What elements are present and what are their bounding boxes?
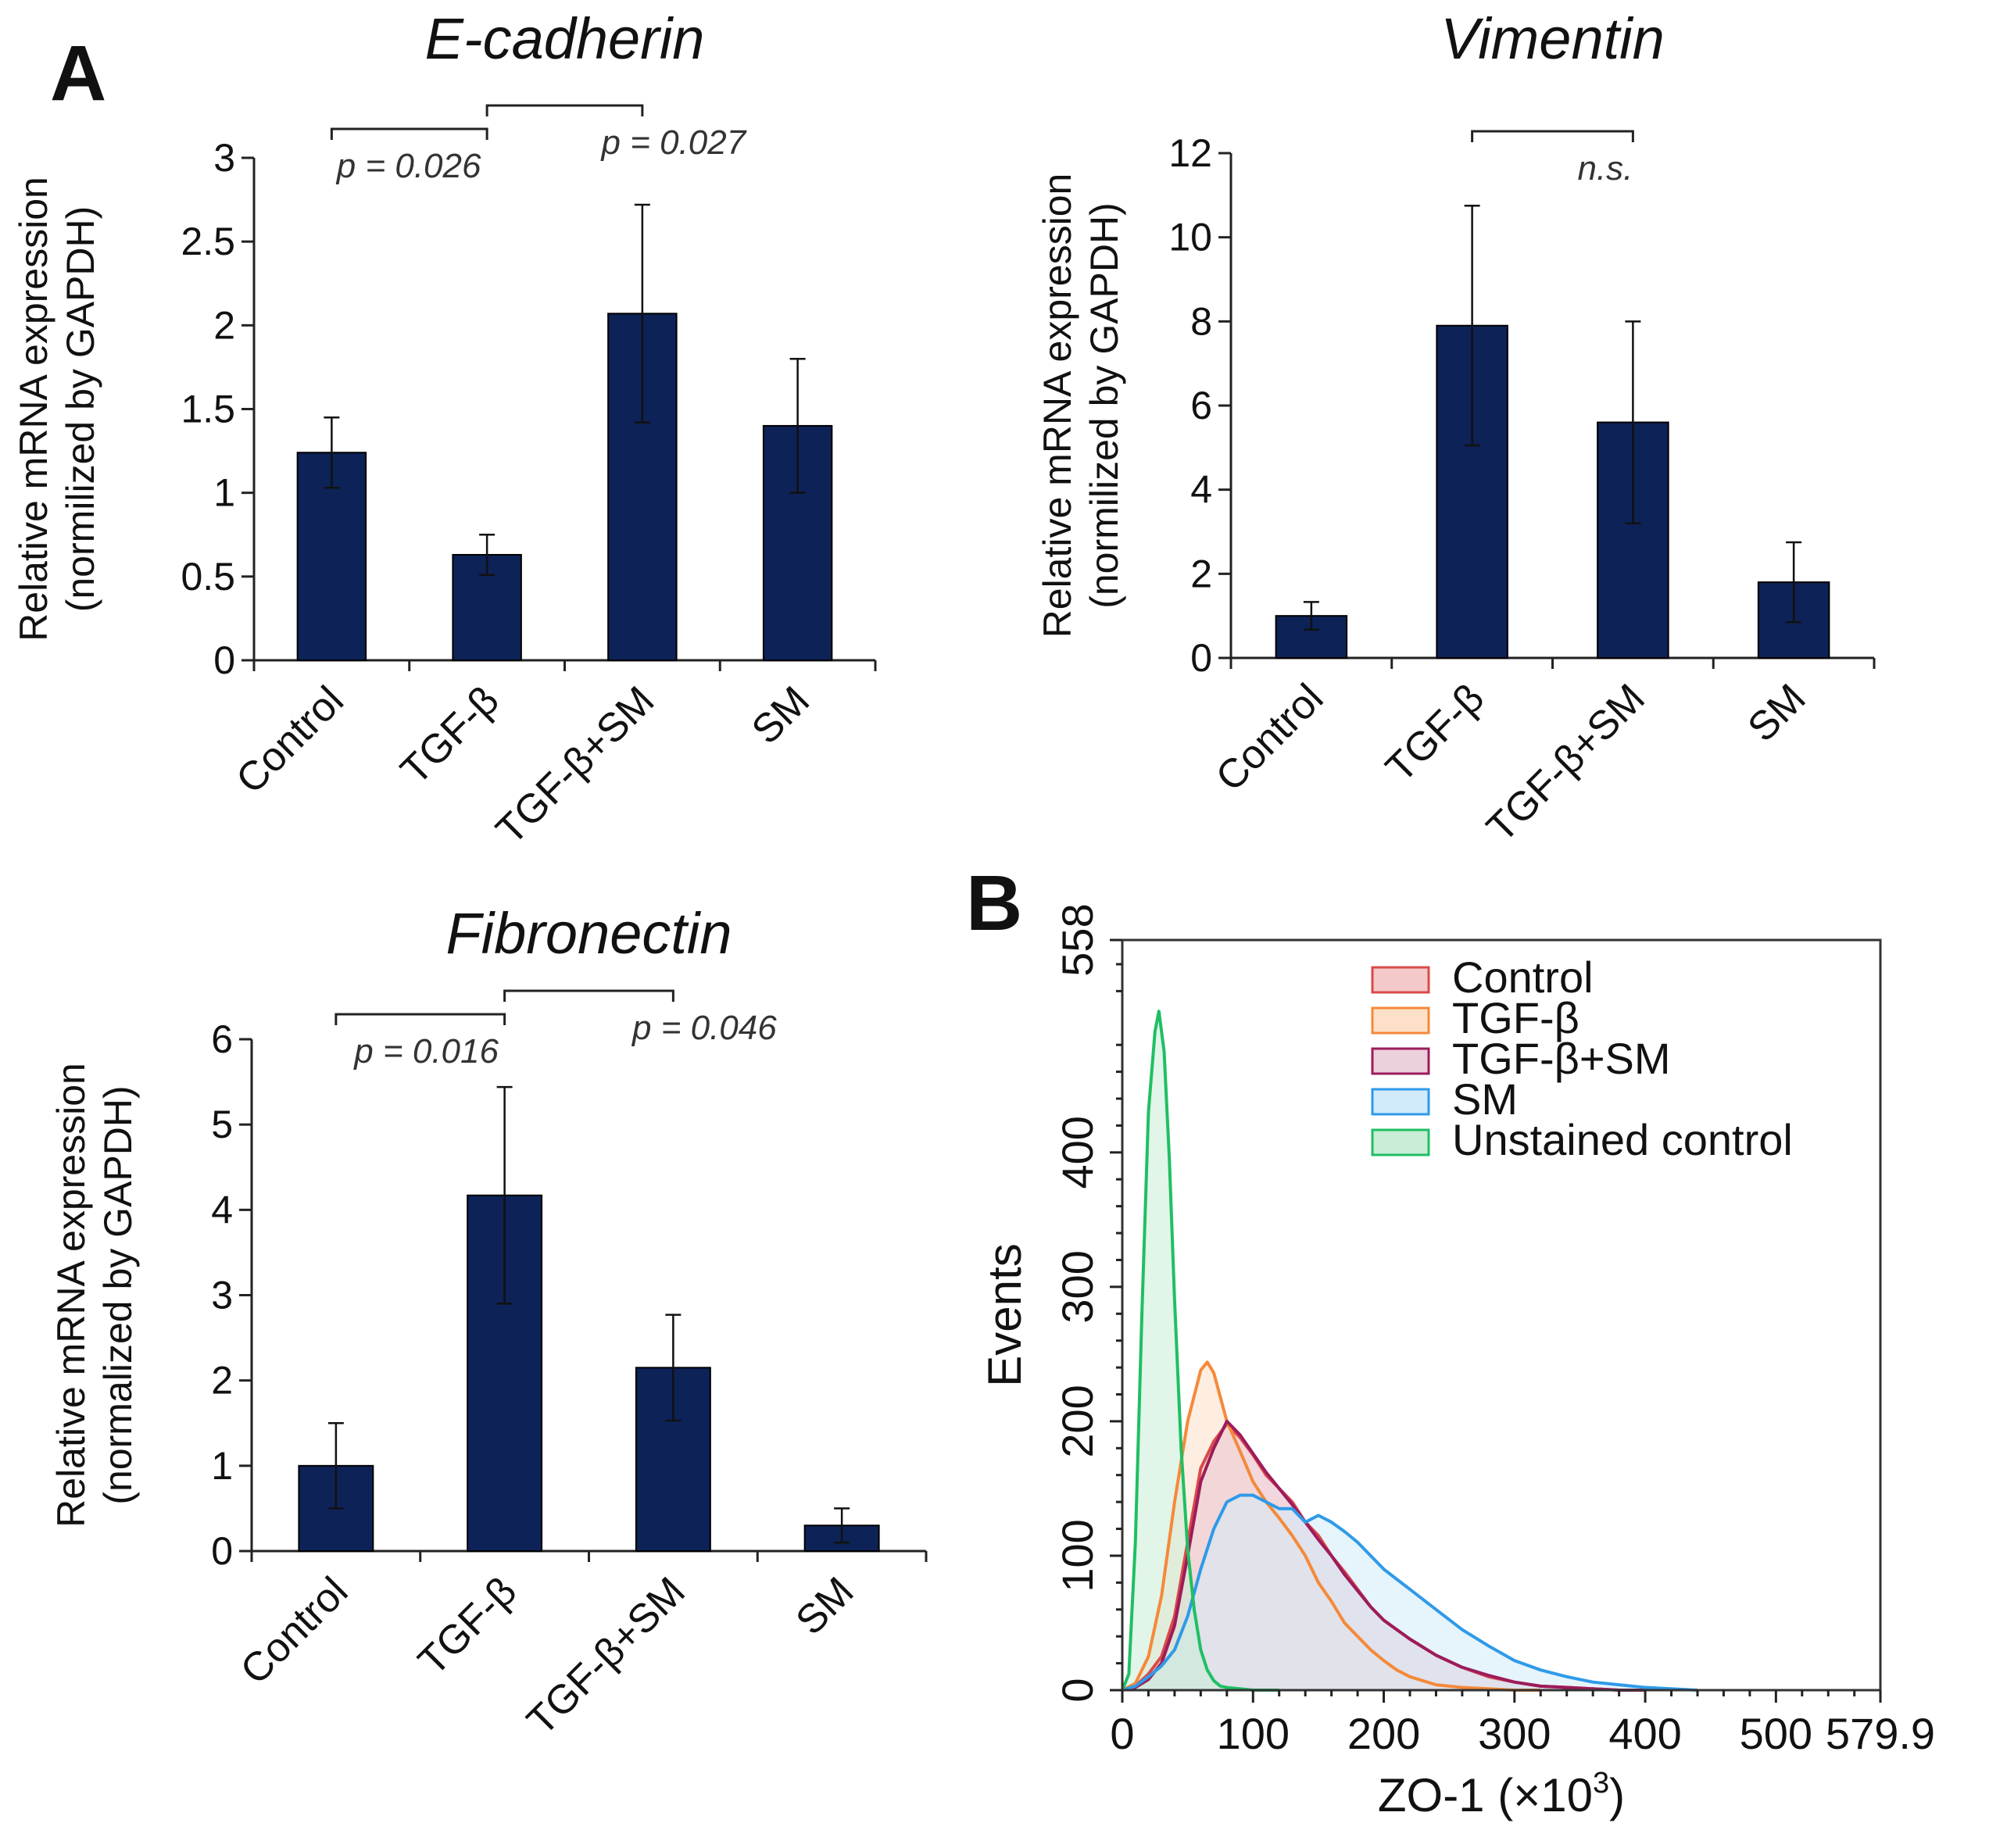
x-tick-label: 300 [1478, 1709, 1551, 1758]
y-axis-label: Relative mRNA expression [1036, 173, 1079, 638]
panel-label-b: B [966, 860, 1022, 947]
y-tick-label: 4 [211, 1188, 233, 1231]
y-axis-label: (normilized by GAPDH) [1082, 202, 1126, 609]
zo1-histogram: 0 100 200 300 400 500 579.9 0 100 200 300 400 558 ZO-… [978, 903, 1935, 1821]
y-tick-label: 2 [211, 1359, 233, 1403]
histogram-line-unstained-control [1121, 1010, 1279, 1692]
legend-swatch-tgf-sm [1371, 1047, 1430, 1075]
fibronectin-bar-chart: Fibronectin 0 1 2 3 4 5 6 Relative mRNA expressi… [49, 901, 928, 1744]
x-tick-label: 100 [1217, 1709, 1290, 1758]
y-tick-label: 0 [211, 1529, 233, 1573]
category-label-tgf: TGF-β [410, 1568, 525, 1684]
y-tick-label: 0 [1053, 1678, 1102, 1702]
y-tick-label: 0.5 [181, 555, 235, 599]
significance-bracket [330, 127, 488, 140]
y-tick-label: 5 [211, 1103, 233, 1146]
legend-label-tgf: TGF-β [1452, 993, 1579, 1042]
x-tick-label: 579.9 [1826, 1709, 1935, 1758]
legend-label-tgf-sm: TGF-β+SM [1452, 1034, 1671, 1083]
p-value-label: p = 0.046 [631, 1009, 777, 1047]
y-tick-label: 8 [1190, 299, 1212, 343]
p-value-label: p = 0.027 [600, 123, 747, 162]
significance-bracket [334, 1013, 506, 1025]
x-axis-label-close: ) [1609, 1769, 1625, 1821]
y-tick-label: 2 [213, 303, 235, 347]
y-axis-label: Relative mRNA expression [49, 1063, 93, 1528]
y-axis-label: (normalized by GAPDH) [96, 1085, 140, 1504]
histogram-fill-sm [1122, 1495, 1698, 1690]
y-tick-label: 300 [1053, 1250, 1102, 1323]
category-label-tgf-sm: TGF-β+SM [518, 1568, 694, 1744]
significance-bracket [503, 989, 674, 1002]
y-tick-label: 0 [213, 638, 235, 682]
x-tick-label: 200 [1347, 1709, 1420, 1758]
x-axis-label-superscript: 3 [1593, 1767, 1609, 1800]
y-tick-label: 2.5 [181, 220, 235, 263]
plot-frame [1121, 938, 1882, 1692]
panel-label-a: A [50, 30, 106, 117]
histogram-fill-unstained-control [1122, 1011, 1279, 1690]
legend-swatch-tgf [1371, 1006, 1430, 1035]
y-tick-label: 3 [211, 1274, 233, 1317]
category-label-sm: SM [787, 1568, 862, 1643]
legend-label-control: Control [1452, 953, 1594, 1002]
y-tick-label: 6 [211, 1017, 233, 1061]
y-tick-label: 3 [213, 136, 235, 180]
chart-title: E-cadherin [425, 6, 705, 71]
y-tick-label: 1.5 [181, 388, 235, 431]
category-label-tgf-sm: TGF-β+SM [488, 677, 664, 853]
y-tick-label: 4 [1190, 468, 1212, 512]
y-axis-label: Events [978, 1243, 1031, 1386]
y-axis-label: Relative mRNA expression [12, 177, 55, 642]
y-tick-label: 6 [1190, 384, 1212, 427]
x-tick-label: 0 [1110, 1709, 1134, 1758]
significance-bracket [1471, 130, 1634, 142]
y-tick-label: 1 [211, 1444, 233, 1488]
legend-swatch-control [1371, 966, 1430, 994]
y-axis-label: (normilized by GAPDH) [59, 206, 102, 613]
p-value-label: n.s. [1577, 149, 1633, 188]
category-label-tgf: TGF-β [392, 677, 508, 793]
category-label-control: Control [227, 677, 352, 802]
legend-label-sm: SM [1452, 1074, 1518, 1124]
legend-swatch-sm [1371, 1088, 1430, 1116]
x-tick-label: 400 [1608, 1709, 1681, 1758]
category-label-tgf: TGF-β [1377, 675, 1493, 791]
legend-swatch-unstained-control [1371, 1128, 1430, 1156]
significance-bracket [485, 104, 644, 116]
category-label-sm: SM [743, 677, 818, 752]
y-tick-label: 100 [1053, 1519, 1102, 1592]
p-value-label: p = 0.026 [335, 147, 481, 185]
legend-label-unstained-control: Unstained control [1452, 1115, 1793, 1164]
y-tick-label: 1 [213, 471, 235, 515]
chart-title: Vimentin [1440, 6, 1665, 71]
category-label-control: Control [1207, 675, 1333, 800]
y-tick-label: 400 [1053, 1116, 1102, 1189]
y-tick-label: 558 [1053, 903, 1102, 976]
vimentin-bar-chart: Vimentin 0 2 4 6 8 10 12 Relative mRNA expressio… [1036, 6, 1876, 851]
y-tick-label: 12 [1168, 131, 1212, 175]
p-value-label: p = 0.016 [352, 1032, 499, 1071]
y-tick-label: 0 [1190, 636, 1212, 680]
category-label-sm: SM [1739, 675, 1814, 750]
x-tick-label: 500 [1740, 1709, 1812, 1758]
category-label-tgf-sm: TGF-β+SM [1478, 675, 1654, 851]
histogram-line-tgf [1122, 1360, 1541, 1692]
y-tick-label: 200 [1053, 1385, 1102, 1457]
chart-title: Fibronectin [445, 901, 732, 966]
y-tick-label: 10 [1168, 216, 1212, 259]
x-axis-label-text: ZO-1 (×10 [1378, 1769, 1593, 1821]
y-tick-label: 2 [1190, 552, 1212, 595]
x-axis-label: ZO-1 (×103) [1378, 1767, 1625, 1821]
category-label-control: Control [232, 1568, 357, 1693]
e-cadherin-bar-chart: E-cadherin 0 0.5 1 1.5 2 2.5 3 Relative mRNA exp… [12, 6, 877, 853]
